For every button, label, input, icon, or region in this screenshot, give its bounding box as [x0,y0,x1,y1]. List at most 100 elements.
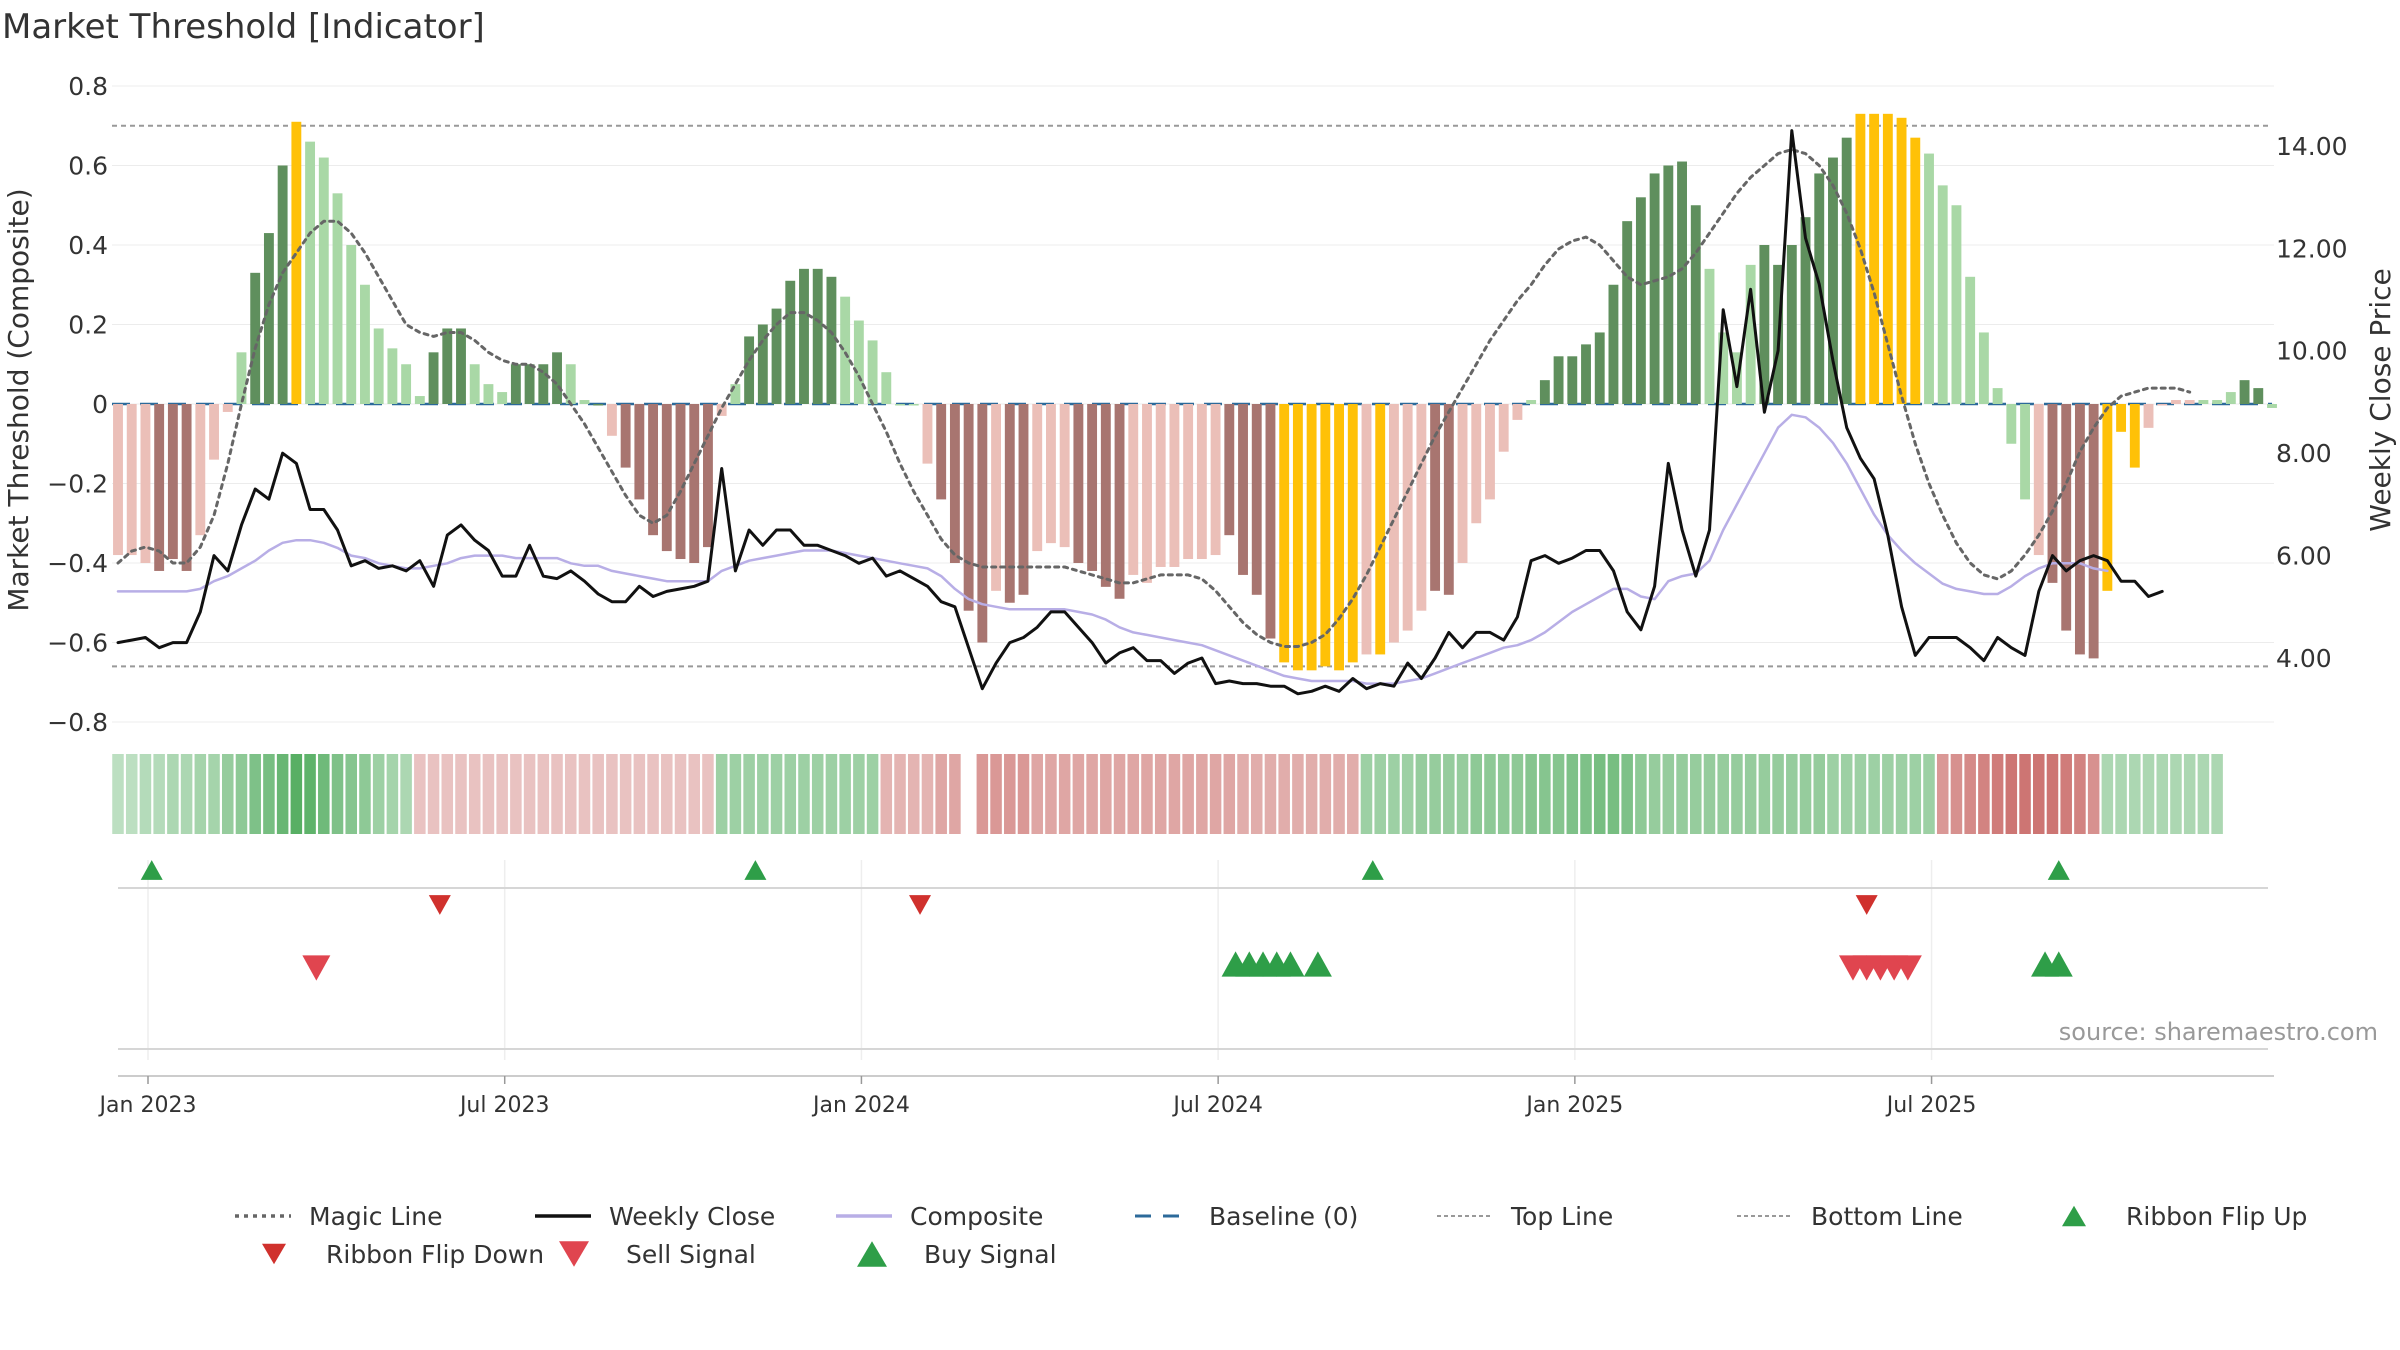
composite-bar [620,404,631,468]
composite-bar [1704,268,1715,404]
ribbon-cell [1429,754,1441,834]
composite-bar [1539,380,1550,404]
composite-bar [140,404,151,563]
composite-bar [236,352,247,404]
composite-bar [1690,205,1701,404]
composite-bar [277,165,288,404]
ribbon-cell [1854,754,1867,834]
ribbon-cell [880,754,893,834]
ribbon-cell [1347,754,1359,834]
ribbon-cell [1868,754,1880,834]
x-tick-label: Jan 2025 [1524,1093,1623,1118]
right-tick-label: 4.00 [2276,644,2332,673]
ribbon-cell [784,754,797,834]
composite-bar [1183,404,1194,560]
composite-bar [565,364,576,404]
buy-signal-marker [1276,951,1305,977]
composite-bar [1759,245,1770,404]
composite-bar [154,404,165,571]
ribbon-cell [564,754,577,834]
right-tick-label: 10.00 [2276,337,2348,366]
composite-bar [1388,404,1399,643]
right-tick-label: 12.00 [2276,234,2348,263]
composite-bar [949,404,960,563]
ribbon-cell [1305,754,1318,834]
ribbon-cell [715,754,728,834]
composite-bar [1608,284,1619,404]
legend-symbol-marker [2062,1205,2086,1227]
ribbon-cell [606,754,618,834]
composite-bar [2225,392,2236,404]
ribbon-cell [1731,754,1743,834]
ribbon-cell [537,754,550,834]
composite-bar [1951,205,1962,404]
ribbon-cell [1031,754,1043,834]
composite-bar [936,404,947,500]
composite-bar [414,396,425,404]
ribbon-cell [674,754,687,834]
composite-bar [2212,400,2223,404]
ribbon-cell [1964,754,1976,834]
composite-bar [1553,356,1564,404]
composite-bar [895,404,905,406]
ribbon-cell [1703,754,1716,834]
series-lines [116,129,2192,696]
composite-bar [1924,153,1934,404]
ribbon-cell [688,754,700,834]
ribbon-cell [1539,754,1551,834]
ribbon-cell [2170,754,2182,834]
ribbon-cell [1690,754,1702,834]
ribbon-cell [1648,754,1661,834]
right-tick-label: 14.00 [2276,132,2348,161]
composite-bar [1896,117,1907,405]
composite-bar [867,340,878,404]
ribbon-cell [1662,754,1675,834]
composite-bar [2143,404,2154,428]
sell-signal-marker [302,955,331,981]
ribbon-cell [935,754,947,834]
composite-bar [716,404,727,416]
composite-bar [1251,404,1262,595]
right-tick-label: 6.00 [2276,542,2332,571]
ribbon-cell [290,754,303,834]
right-axis-label: Weekly Close Price [2364,268,2397,531]
composite-bar [812,268,823,404]
left-tick-label: −0.6 [47,629,108,658]
composite-bar [181,404,192,571]
composite-line [116,413,2109,685]
ribbon-cell [2211,754,2223,834]
ribbon-cell [1113,754,1126,834]
composite-bar [1073,404,1084,563]
composite-bar [1992,388,2003,404]
x-tick-label: Jul 2024 [1171,1093,1263,1118]
composite-bar [346,245,357,404]
composite-bar [1004,404,1015,603]
ribbon-cell [1717,754,1729,834]
ribbon-flip-up-marker [140,860,163,880]
composite-bar [510,364,521,404]
ribbon-cell [1840,754,1853,834]
composite-bar [305,141,316,404]
composite-bar [2267,404,2277,408]
ribbon-cell [1100,754,1112,834]
legend-label: Buy Signal [924,1240,1057,1269]
ribbon-cell [1950,754,1963,834]
ribbon-cell [825,754,838,834]
ribbon-cell [1456,754,1469,834]
composite-bar [332,193,343,404]
composite-bar [1375,404,1386,655]
composite-bar [689,404,700,563]
ribbon-cell [1086,754,1098,834]
composite-bar [648,404,659,536]
left-tick-label: −0.2 [47,470,108,499]
left-axis-ticks: 0.8 0.6 0.4 0.2 0 −0.2 −0.4 −0.6 −0.8 [47,72,108,737]
ribbon-cell [1250,754,1263,834]
composite-bar [771,308,782,404]
ribbon-cell [1209,754,1222,834]
ribbon-cell [1264,754,1277,834]
composite-bar [497,392,508,404]
composite-bar [593,404,604,406]
ribbon-cell [1909,754,1922,834]
composite-bar [1485,404,1495,500]
ribbon-cell [400,754,412,834]
